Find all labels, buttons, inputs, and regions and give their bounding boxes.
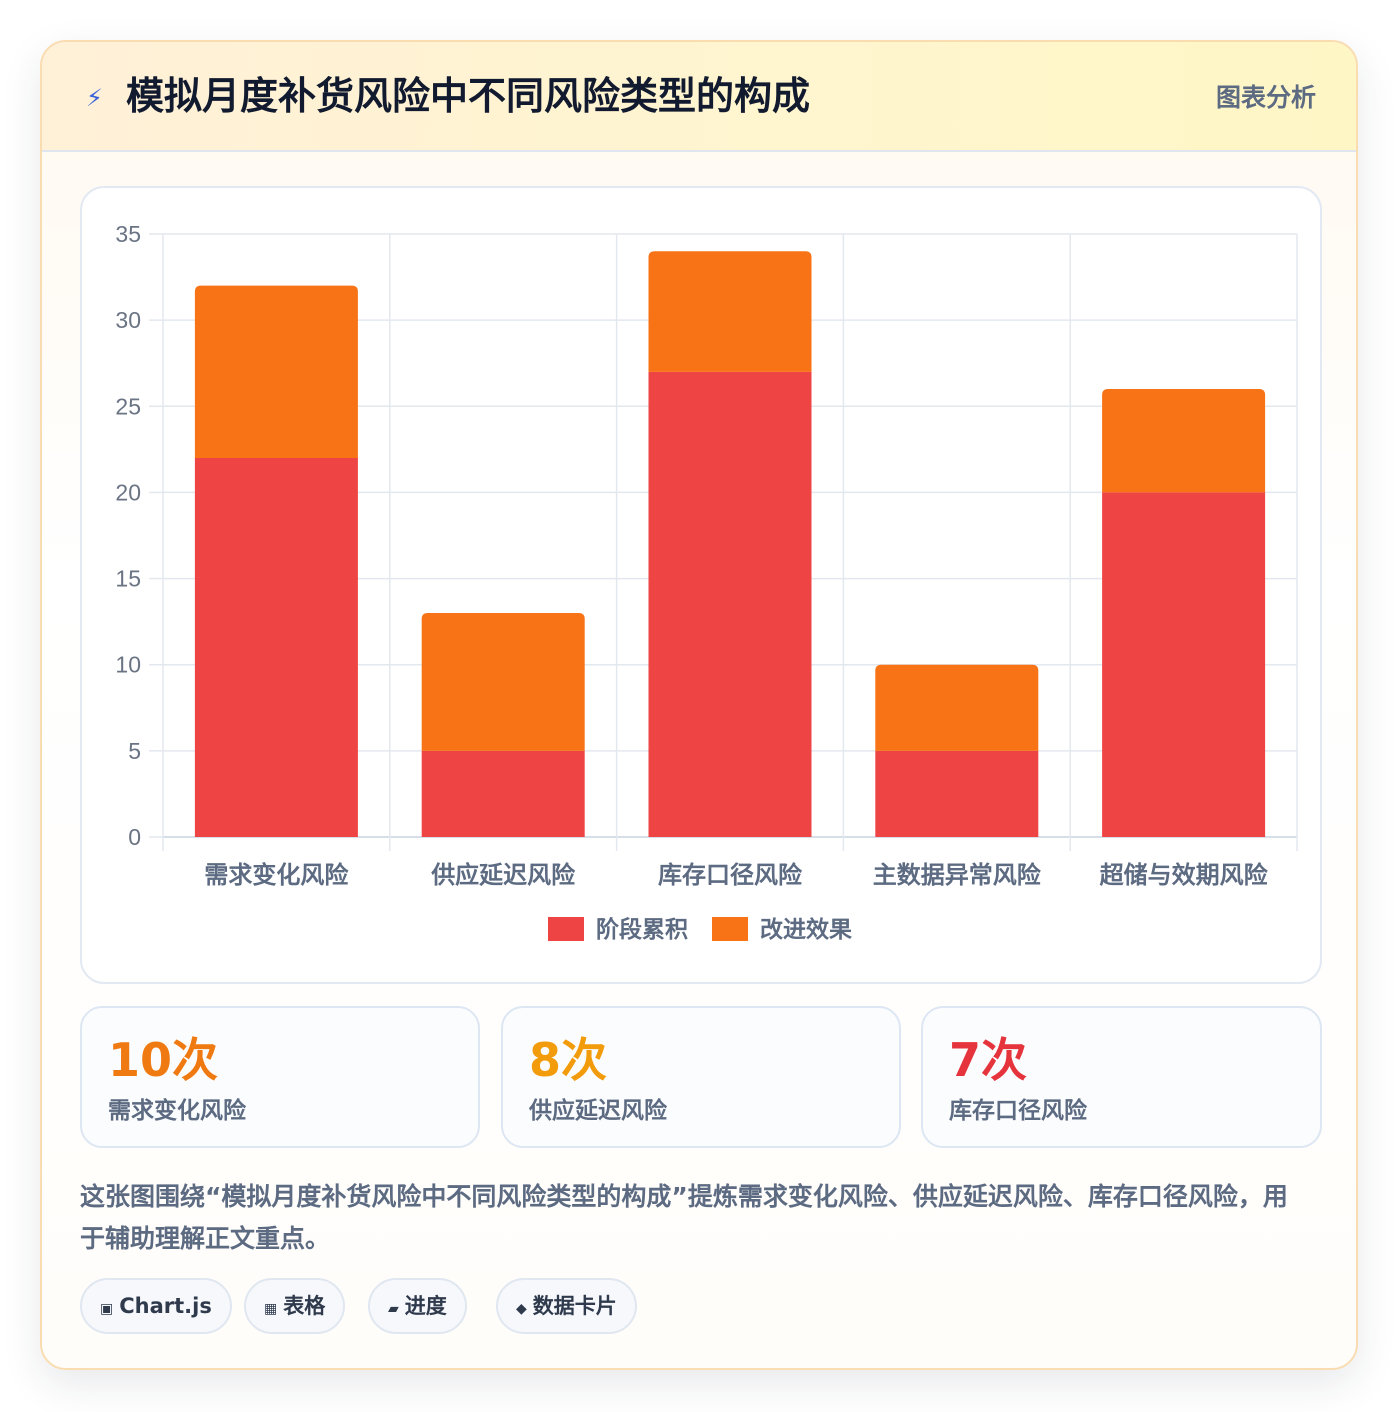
page-title: 模拟月度补货风险中不同风险类型的构成 [126, 74, 811, 118]
chip-chartjs[interactable]: ▣ Chart.js [80, 1278, 232, 1334]
chip-label: 进度 [404, 1294, 447, 1318]
chip-label: Chart.js [119, 1294, 212, 1318]
stat-label: 库存口径风险 [949, 1098, 1087, 1124]
stat-label: 需求变化风险 [108, 1098, 246, 1124]
bar-segment [1102, 492, 1266, 837]
bar-segment [421, 750, 585, 837]
bar-segment [648, 371, 812, 837]
chart-panel: 0 5 10 15 20 25 30 35 需求变化风险 供应延迟风险 库存口径风险 主数据异常风险 超… [80, 186, 1322, 984]
y-tick-label: 35 [115, 221, 141, 247]
summary-text: 这张图围绕“模拟月度补货风险中不同风险类型的构成”提炼需求变化风险、供应延迟风险… [80, 1182, 1288, 1253]
category-tag: 图表分析 [1215, 83, 1316, 112]
bar-segment [1102, 389, 1266, 493]
bar-segment [421, 613, 585, 751]
stat-label: 供应延迟风险 [529, 1098, 667, 1124]
stat-card-supply: 8次 供应延迟风险 [501, 1006, 901, 1148]
stat-value: 10次 [108, 1033, 219, 1087]
bar-segment [875, 750, 1039, 837]
x-tick-label: 供应延迟风险 [430, 861, 576, 889]
y-tick-label: 0 [128, 824, 141, 850]
x-tick-label: 库存口径风险 [658, 861, 803, 889]
chip-label: 表格 [283, 1294, 326, 1318]
legend-label: 阶段累积 [596, 916, 688, 943]
stacked-bar-chart: 0 5 10 15 20 25 30 35 需求变化风险 供应延迟风险 库存口径风险 主数据异常风险 超… [115, 221, 1298, 943]
chart-icon: ▣ [100, 1301, 114, 1317]
table-icon: ▦ [264, 1301, 278, 1317]
bar-segment [194, 457, 358, 837]
y-tick-label: 20 [115, 479, 141, 505]
y-tick-label: 15 [115, 566, 141, 592]
chip-progress[interactable]: ▰ 进度 [368, 1278, 467, 1334]
stat-value: 7次 [949, 1033, 1028, 1087]
chip-data-card[interactable]: ◆ 数据卡片 [496, 1278, 637, 1334]
y-tick-label: 5 [128, 738, 141, 764]
x-tick-label: 主数据异常风险 [873, 861, 1042, 889]
chart-card: ⚡ 模拟月度补货风险中不同风险类型的构成 图表分析 0 5 10 15 20 25 30 35… [40, 40, 1358, 1370]
card-header: ⚡ 模拟月度补货风险中不同风险类型的构成 图表分析 [42, 42, 1356, 152]
legend-swatch [548, 917, 584, 941]
x-tick-label: 需求变化风险 [204, 861, 349, 889]
progress-icon: ▰ [388, 1301, 399, 1317]
stat-card-inventory: 7次 库存口径风险 [921, 1006, 1322, 1148]
bar-segment [194, 285, 358, 458]
legend-label: 改进效果 [760, 916, 852, 943]
chip-table[interactable]: ▦ 表格 [244, 1278, 346, 1334]
card-icon: ◆ [516, 1301, 527, 1317]
lightning-icon: ⚡ [86, 84, 103, 112]
y-tick-label: 10 [115, 652, 141, 678]
legend-swatch [712, 917, 748, 941]
bar-segment [648, 251, 812, 372]
x-tick-label: 超储与效期风险 [1100, 861, 1269, 889]
bar-segment [875, 664, 1039, 751]
y-tick-label: 25 [115, 393, 141, 419]
stat-card-demand: 10次 需求变化风险 [80, 1006, 480, 1148]
y-tick-label: 30 [115, 307, 141, 333]
stat-value: 8次 [529, 1033, 608, 1087]
chip-label: 数据卡片 [532, 1294, 617, 1318]
